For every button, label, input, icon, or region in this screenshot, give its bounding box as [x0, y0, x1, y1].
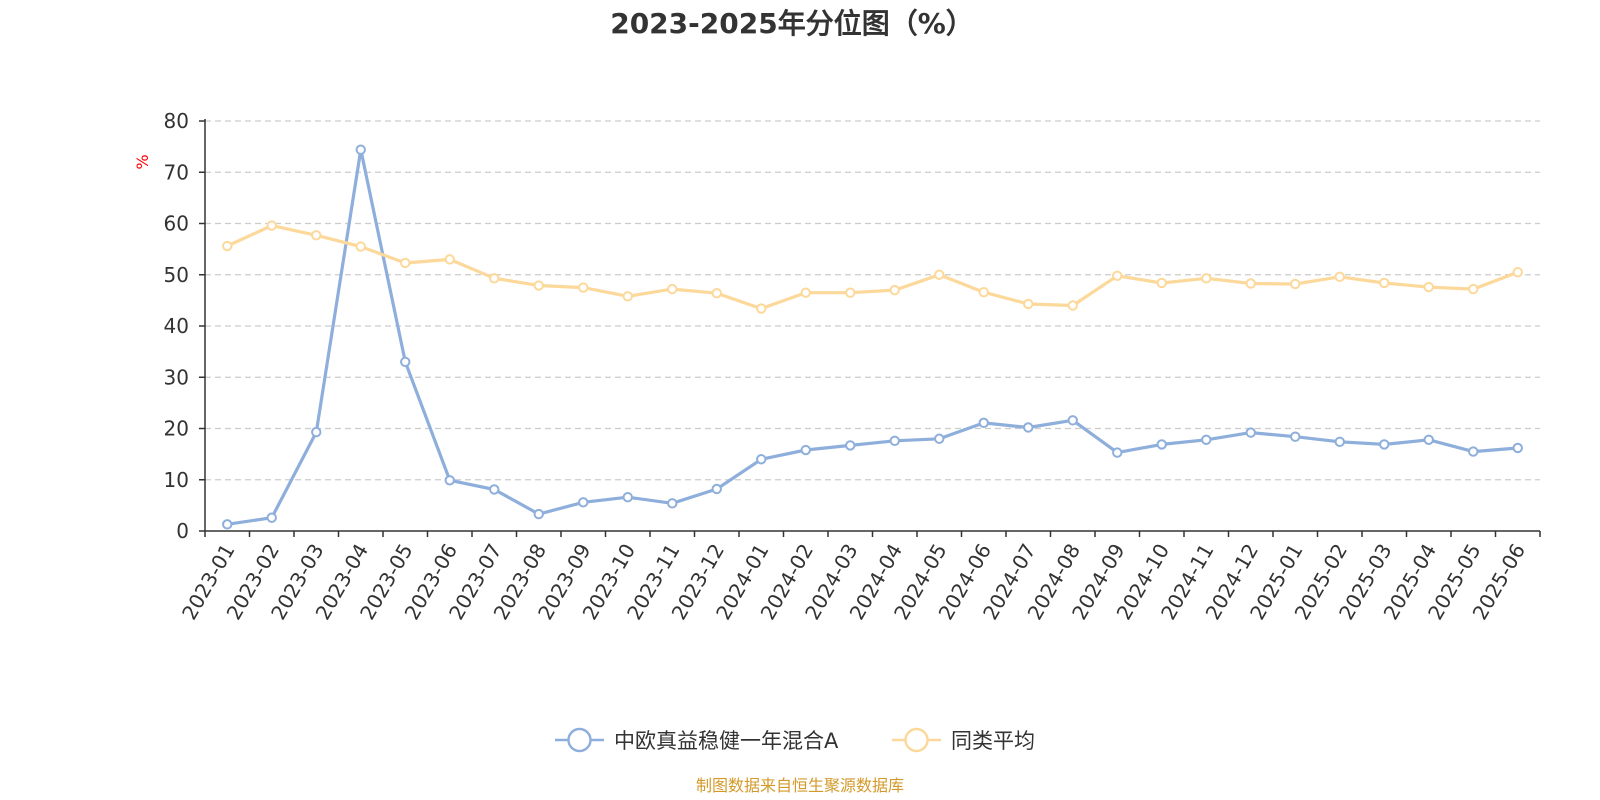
series-line	[225, 224, 1520, 311]
y-tick-label: 10	[164, 468, 189, 492]
data-point[interactable]	[756, 303, 767, 314]
y-tick-label: 40	[164, 314, 189, 338]
y-tick-label: 20	[164, 417, 189, 441]
series-1	[222, 144, 1523, 530]
chart-title: 2023-2025年分位图（%）	[610, 7, 974, 40]
data-point[interactable]	[667, 498, 678, 509]
data-point[interactable]	[1112, 447, 1123, 458]
data-point[interactable]	[1023, 298, 1034, 310]
data-point[interactable]	[1156, 439, 1167, 450]
data-point[interactable]	[1067, 300, 1078, 311]
data-point[interactable]	[1468, 283, 1479, 295]
y-tick-label: 70	[164, 160, 189, 184]
data-point[interactable]	[622, 491, 633, 503]
legend-item-2[interactable]: 同类平均	[892, 727, 1035, 753]
data-point[interactable]	[667, 283, 678, 295]
data-point[interactable]	[1245, 427, 1256, 438]
data-point[interactable]	[222, 240, 233, 252]
y-axis-unit-label: %	[133, 154, 152, 169]
series-2	[222, 220, 1523, 314]
legend-marker	[567, 727, 592, 753]
y-tick-label: 50	[164, 263, 189, 287]
data-point[interactable]	[1023, 422, 1034, 433]
data-point[interactable]	[711, 288, 722, 299]
data-point[interactable]	[1112, 270, 1123, 281]
data-point[interactable]	[1201, 434, 1212, 445]
legend-marker	[904, 727, 929, 753]
data-point[interactable]	[1512, 266, 1523, 278]
data-point[interactable]	[978, 417, 989, 429]
data-point[interactable]	[444, 475, 455, 486]
data-point[interactable]	[1512, 442, 1523, 454]
y-tick-label: 0	[176, 519, 189, 543]
data-point[interactable]	[400, 356, 411, 368]
data-point[interactable]	[622, 291, 633, 302]
grid-lines	[205, 120, 1540, 481]
y-axis: 0 10 20 30 40 50 60 70 80	[164, 109, 206, 543]
data-point[interactable]	[800, 444, 811, 456]
data-point[interactable]	[489, 273, 500, 284]
data-point[interactable]	[1201, 273, 1212, 284]
y-tick-label: 30	[164, 365, 189, 389]
data-point[interactable]	[1334, 271, 1345, 282]
y-tick-label: 60	[164, 212, 189, 236]
x-axis: 2023-012023-022023-032023-042023-052023-…	[177, 530, 1541, 624]
series-layer	[222, 144, 1523, 530]
data-point[interactable]	[400, 257, 411, 269]
data-point[interactable]	[889, 435, 900, 446]
data-point[interactable]	[800, 287, 811, 298]
data-point[interactable]	[1245, 278, 1256, 289]
data-point[interactable]	[934, 269, 945, 280]
data-point[interactable]	[1290, 278, 1301, 290]
data-point[interactable]	[533, 508, 544, 520]
data-point[interactable]	[1156, 277, 1167, 289]
data-point[interactable]	[1468, 446, 1479, 457]
data-point[interactable]	[1379, 277, 1390, 289]
legend-label: 同类平均	[951, 729, 1035, 753]
data-point[interactable]	[1423, 434, 1434, 445]
data-source-note: 制图数据来自恒生聚源数据库	[696, 776, 904, 795]
legend-item-1[interactable]: 中欧真益稳健一年混合A	[555, 727, 839, 753]
data-point[interactable]	[934, 433, 945, 444]
data-point[interactable]	[311, 230, 322, 241]
data-point[interactable]	[489, 484, 500, 495]
data-point[interactable]	[1290, 431, 1301, 442]
data-point[interactable]	[355, 144, 366, 155]
data-point[interactable]	[1067, 415, 1078, 426]
data-point[interactable]	[533, 280, 544, 291]
legend-label: 中欧真益稳健一年混合A	[614, 729, 839, 753]
data-point[interactable]	[1379, 439, 1390, 450]
y-tick-label: 80	[164, 109, 189, 133]
data-point[interactable]	[845, 440, 856, 451]
data-point[interactable]	[845, 287, 856, 298]
data-point[interactable]	[578, 282, 589, 293]
data-point[interactable]	[889, 284, 900, 296]
data-point[interactable]	[222, 519, 233, 530]
series-line	[225, 148, 1520, 526]
data-point[interactable]	[978, 286, 989, 298]
legend[interactable]: 中欧真益稳健一年混合A 同类平均	[555, 727, 1035, 753]
data-point[interactable]	[711, 483, 722, 495]
data-point[interactable]	[355, 241, 366, 252]
data-point[interactable]	[266, 512, 277, 523]
data-point[interactable]	[578, 497, 589, 508]
data-point[interactable]	[1334, 436, 1345, 448]
data-point[interactable]	[756, 454, 767, 465]
data-point[interactable]	[1423, 281, 1434, 293]
data-point[interactable]	[266, 220, 277, 231]
data-point[interactable]	[311, 426, 322, 438]
data-point[interactable]	[444, 254, 455, 265]
